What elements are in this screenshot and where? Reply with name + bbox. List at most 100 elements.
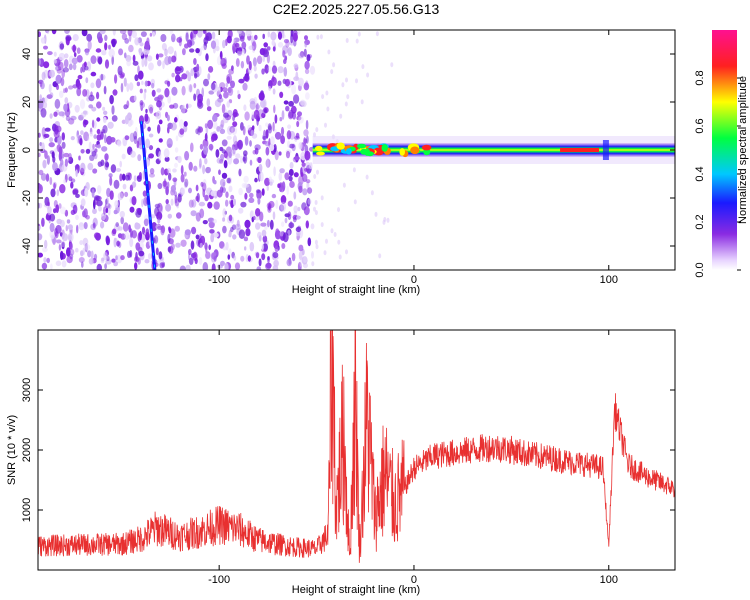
spectrogram-noise-blob	[234, 42, 240, 48]
spectrogram-noise-blob	[219, 82, 226, 90]
spectrogram-noise-blob	[253, 65, 257, 72]
spectrogram-noise-blob	[216, 189, 223, 198]
spectrogram-noise-blob	[296, 115, 302, 121]
spectrogram-noise-blob	[164, 80, 169, 85]
spectrogram-noise-blob	[297, 206, 301, 212]
spectrogram-noise-blob	[175, 74, 181, 83]
spectrogram-noise-blob	[261, 253, 266, 261]
spectrogram-noise-blob	[97, 36, 103, 44]
spectrogram-noise-blob	[110, 164, 117, 173]
spectrogram-noise-blob	[102, 106, 106, 111]
spectrogram-noise-blob	[61, 141, 66, 149]
spectrogram-noise-blob	[256, 102, 260, 110]
spectrogram-noise-blob	[242, 82, 248, 91]
spectrogram-noise-blob	[141, 80, 144, 85]
spectrogram-noise-blob	[112, 30, 116, 36]
spectrogram-noise-blob	[304, 60, 310, 70]
spectrogram-noise-blob	[216, 125, 221, 132]
spectrogram-noise-blob	[191, 30, 197, 38]
spectrogram-noise-blob	[237, 139, 244, 150]
spectrogram-noise-blob	[79, 99, 86, 110]
spectrogram-faint-blob	[375, 31, 379, 37]
spectrogram-noise-blob	[80, 250, 84, 257]
spectrogram-noise-blob	[66, 219, 71, 224]
spectrogram-noise-blob	[245, 30, 252, 37]
spectrogram-noise-blob	[305, 92, 310, 100]
spectrogram-noise-blob	[257, 231, 262, 239]
spectrogram-noise-blob	[115, 168, 121, 172]
spectrogram-noise-blob	[128, 82, 134, 91]
spectrogram-noise-blob	[85, 77, 89, 84]
spectrogram-noise-blob	[282, 232, 289, 243]
spectrogram-noise-blob	[227, 254, 231, 260]
spectrogram-x-tick-label: -100	[208, 274, 230, 286]
spectrogram-noise-blob	[267, 123, 272, 131]
spectrogram-faint-blob	[341, 82, 345, 88]
spectrogram-noise-blob	[217, 97, 224, 103]
snr-panel: -100 0 100 1000 2000 3000 Height of straight…	[6, 329, 676, 596]
spectrogram-noise-blob	[270, 136, 275, 146]
spectrogram-noise-blob	[111, 39, 116, 48]
spectrogram-noise-blob	[174, 162, 178, 168]
spectrogram-noise-blob	[237, 30, 243, 35]
spectrogram-noise-blob	[208, 167, 211, 172]
spectrogram-noise-blob	[221, 103, 226, 114]
spectrogram-noise-blob	[298, 142, 303, 150]
spectrogram-noise-blob	[262, 135, 267, 141]
spectrogram-noise-blob	[118, 48, 124, 56]
spectrogram-noise-blob	[111, 115, 118, 122]
spectrogram-noise-blob	[202, 262, 209, 270]
spectrogram-noise-blob	[303, 82, 310, 91]
spectrogram-noise-blob	[267, 31, 271, 38]
spectrogram-noise-blob	[297, 261, 302, 270]
spectrogram-noise-blob	[299, 258, 303, 267]
spectrogram-noise-blob	[42, 101, 48, 109]
spectrogram-noise-blob	[151, 89, 156, 97]
spectrogram-noise-blob	[235, 58, 240, 67]
spectrogram-noise-blob	[157, 59, 162, 67]
spectrogram-noise-blob	[78, 134, 83, 145]
spectrogram-noise-blob	[128, 44, 134, 53]
spectrogram-faint-blob	[320, 222, 324, 228]
spectrogram-noise-blob	[295, 226, 302, 233]
spectrogram-noise-blob	[307, 198, 312, 205]
spectrogram-noise-blob	[291, 252, 296, 262]
spectrogram-noise-blob	[279, 91, 284, 99]
spectrogram-noise-blob	[119, 160, 122, 168]
spectrogram-noise-blob	[43, 61, 50, 69]
spectrogram-noise-blob	[148, 253, 152, 260]
spectrogram-faint-blob	[332, 62, 336, 68]
spectrogram-noise-blob	[121, 153, 126, 160]
spectrogram-noise-blob	[219, 50, 223, 60]
spectrogram-noise-blob	[52, 162, 58, 172]
spectrogram-noise-blob	[124, 115, 129, 125]
spectrogram-noise-blob	[115, 255, 118, 261]
spectrogram-noise-blob	[249, 140, 252, 147]
spectrogram-noise-blob	[207, 119, 214, 130]
spectrogram-noise-blob	[164, 87, 170, 98]
spectrogram-noise-blob	[303, 206, 310, 216]
spectrogram-noise-blob	[119, 210, 126, 218]
spectrogram-noise-blob	[55, 239, 62, 244]
spectrogram-noise-blob	[67, 224, 73, 231]
spectrogram-noise-blob	[135, 251, 138, 262]
spectrogram-noise-blob	[156, 88, 162, 93]
spectrogram-noise-blob	[205, 125, 209, 135]
spectrogram-noise-blob	[303, 48, 307, 58]
spectrogram-noise-blob	[188, 257, 194, 265]
spectrogram-noise-blob	[92, 208, 97, 215]
spectrogram-noise-blob	[131, 196, 137, 206]
spectrogram-noise-blob	[54, 231, 59, 239]
spectrogram-noise-blob	[90, 82, 95, 89]
spectrogram-noise-blob	[46, 257, 50, 264]
spectrogram-noise-blob	[149, 168, 155, 175]
spectrogram-noise-blob	[204, 123, 208, 129]
spectrogram-noise-blob	[97, 56, 103, 65]
spectrogram-noise-blob	[210, 40, 217, 49]
spectrogram-noise-blob	[39, 94, 42, 101]
spectrogram-noise-blob	[244, 136, 249, 146]
spectrogram-noise-blob	[232, 146, 236, 155]
spectrogram-noise-blob	[75, 169, 78, 177]
spectrogram-noise-blob	[83, 131, 89, 142]
